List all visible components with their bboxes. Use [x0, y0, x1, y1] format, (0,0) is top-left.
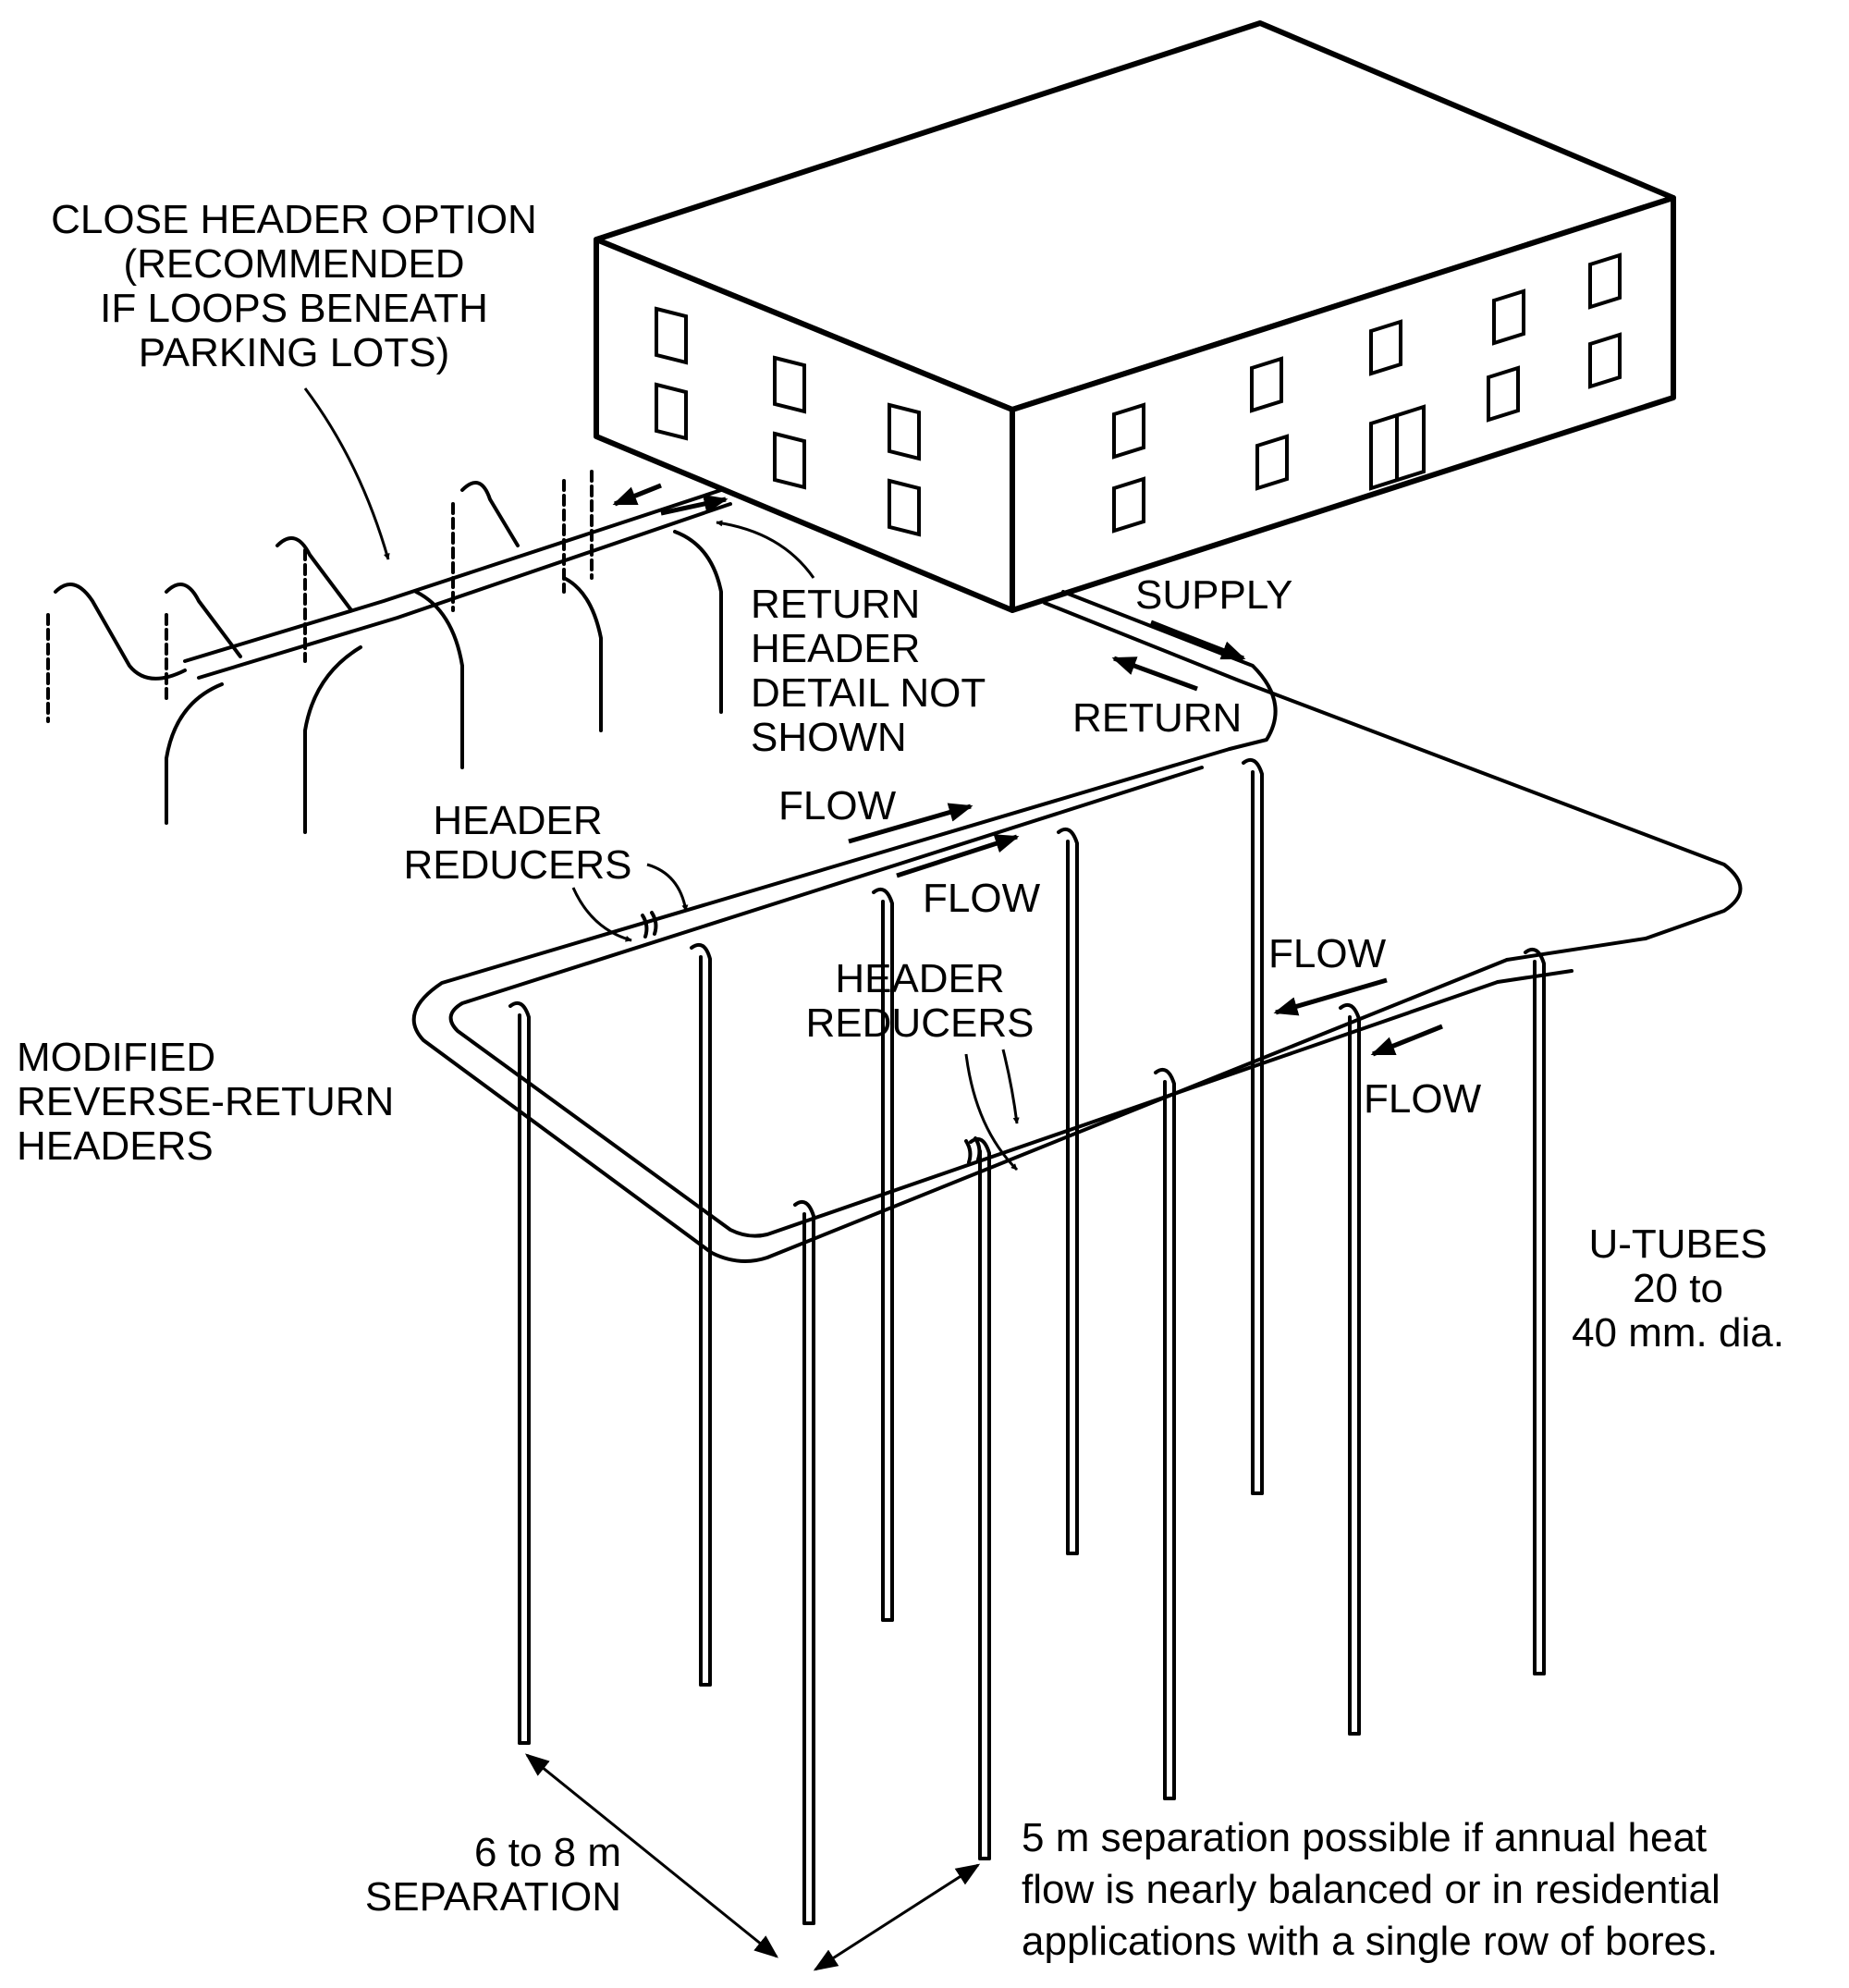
label-line: 20 to — [1633, 1266, 1723, 1311]
u-tube — [872, 888, 894, 1622]
reverse-return-header-loop — [411, 747, 1647, 1263]
separation-6-8m-label: 6 to 8 m SEPARATION — [305, 1831, 621, 1920]
return-header-detail-label: RETURN HEADER DETAIL NOT SHOWN — [751, 583, 986, 760]
modified-headers-label: MODIFIED REVERSE-RETURN HEADERS — [17, 1036, 394, 1169]
flow-arrow-2 — [896, 834, 1020, 878]
header-reducers-label-2: HEADER REDUCERS — [781, 957, 1059, 1046]
label-line: IF LOOPS BENEATH — [100, 286, 488, 331]
label-line: MODIFIED — [17, 1035, 216, 1080]
leader-return-header — [716, 520, 815, 579]
label-line: HEADER — [433, 798, 603, 843]
u-tube — [1339, 1003, 1361, 1736]
label-line: REVERSE-RETURN — [17, 1079, 395, 1124]
flow-label-3: FLOW — [1268, 931, 1387, 976]
separation-5m-note: 5 m separation possible if annual heat f… — [1022, 1812, 1720, 1968]
leader-header-reducers-1a — [646, 863, 689, 912]
label-line: 40 mm. dia. — [1572, 1310, 1784, 1356]
outer-header — [411, 747, 1509, 1263]
flow-arrow-4 — [1370, 1024, 1443, 1057]
leader-header-reducers-2a — [1001, 1049, 1020, 1124]
flow-label-1: FLOW — [778, 783, 897, 828]
label-line: PARKING LOTS) — [138, 330, 450, 375]
label-line: flow is nearly balanced or in residentia… — [1022, 1867, 1720, 1912]
flow-arrow-1 — [848, 803, 973, 844]
supply-arrow — [1150, 620, 1246, 661]
u-tube — [793, 1200, 815, 1925]
supply-line — [1043, 601, 1743, 940]
return-arrow — [1111, 656, 1198, 692]
return-line — [1061, 590, 1278, 751]
flow-arrow-3 — [1273, 977, 1388, 1016]
label-line: RETURN — [751, 582, 921, 627]
label-line: REDUCERS — [403, 842, 632, 888]
u-tube — [1154, 1068, 1176, 1800]
return-label: RETURN — [1072, 695, 1243, 741]
label-line: HEADER — [835, 956, 1005, 1001]
flow-arrows — [612, 483, 1443, 1057]
dimension-5m — [813, 1863, 981, 1971]
label-line: DETAIL NOT — [751, 670, 986, 716]
u-tubes — [508, 758, 1546, 1925]
label-line: 5 m separation possible if annual heat — [1022, 1815, 1708, 1860]
u-tubes-label: U-TUBES 20 to 40 mm. dia. — [1539, 1222, 1817, 1356]
label-line: SEPARATION — [364, 1874, 621, 1920]
leader-close-header — [303, 387, 390, 560]
label-line: 6 to 8 m — [474, 1830, 621, 1875]
u-tube — [969, 1137, 991, 1860]
label-line: U-TUBES — [1588, 1221, 1768, 1267]
label-line: CLOSE HEADER OPTION — [51, 197, 537, 242]
u-tube — [1057, 828, 1079, 1555]
leader-header-reducers-1b — [571, 887, 632, 942]
building-windows — [655, 252, 1622, 537]
leader-header-reducers-2b — [964, 1053, 1019, 1172]
supply-label: SUPPLY — [1135, 572, 1293, 618]
header-reducers-label-1: HEADER REDUCERS — [379, 799, 656, 888]
label-line: SHOWN — [751, 715, 907, 760]
inner-header — [448, 766, 1500, 1238]
u-tube — [1242, 758, 1264, 1495]
label-line: REDUCERS — [805, 1000, 1035, 1046]
label-line: HEADER — [751, 626, 921, 671]
dimension-6-8m — [524, 1753, 779, 1958]
leader-lines — [303, 387, 1020, 1971]
flow-label-4: FLOW — [1364, 1076, 1482, 1122]
label-line: HEADERS — [17, 1123, 214, 1169]
close-header-option — [46, 470, 732, 834]
supply-return-lines — [1043, 590, 1743, 940]
u-tube — [508, 1001, 531, 1745]
u-tube — [1524, 948, 1546, 1675]
close-header-option-label: CLOSE HEADER OPTION (RECOMMENDED IF LOOP… — [17, 198, 571, 375]
u-tube — [690, 943, 712, 1687]
flow-label-2: FLOW — [923, 876, 1041, 921]
label-line: applications with a single row of bores. — [1022, 1919, 1719, 1964]
label-line: (RECOMMENDED — [123, 241, 465, 287]
